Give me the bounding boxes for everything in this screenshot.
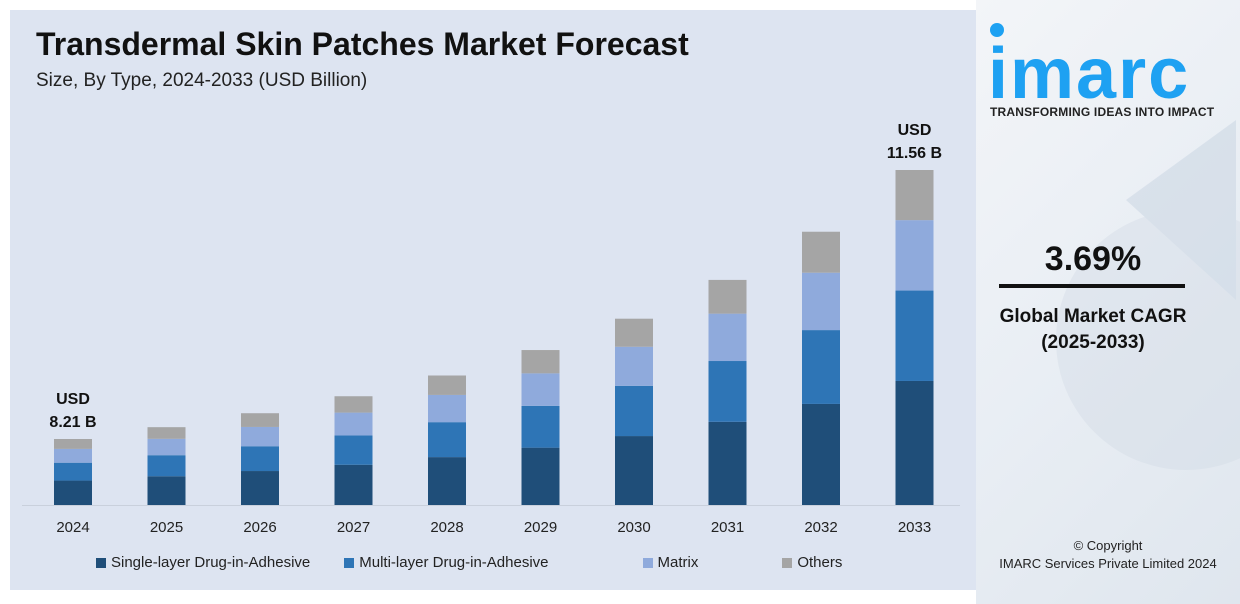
legend-swatch [782,557,793,568]
bar-segment-2029-1 [521,405,560,448]
bar-segment-2030-3 [615,318,653,347]
bar-segment-2027-2 [334,412,373,436]
sidebar [976,0,1240,604]
bar-segment-2028-2 [428,394,466,423]
x-tick-label: 2028 [430,519,463,536]
cagr-value: 3.69% [1044,240,1142,278]
legend-label: Single-layer Drug-in-Adhesive [111,554,311,571]
logo-text: imarc [988,34,1190,105]
bar-segment-2031-2 [708,313,747,362]
background-decoration [1056,120,1240,470]
bar-segment-2024-1 [54,462,92,481]
bar-segment-2031-1 [708,361,747,422]
bar-segment-2025-2 [147,438,186,456]
legend-swatch [642,557,653,568]
total-label-currency: USD [56,391,90,408]
bar-segment-2025-1 [147,455,186,477]
bar-segment-2028-0 [428,457,466,505]
x-tick-label: 2033 [898,519,931,536]
cagr-divider [999,284,1185,288]
bar-segment-2029-0 [521,447,560,505]
cagr-label-line1: Global Market CAGR [999,306,1187,327]
bar-segment-2032-1 [802,330,840,404]
legend-swatch [344,557,355,568]
bar-segment-2032-2 [802,272,840,331]
bar-segment-2026-1 [241,446,279,472]
stacked-bar-chart: 2024 2025 2026 2027 2028 2029 2030 2031 2032 2033… [22,122,960,536]
chart-title: Transdermal Skin Patches Market Forecast [36,26,689,62]
bar-segment-2033-1 [895,290,934,381]
total-label-value: 11.56 B [887,145,942,162]
legend-swatch [96,557,106,568]
tagline: TRANSFORMING IDEAS INTO IMPACT [990,105,1215,119]
legend-item: Single-layer Drug-in-Adhesive [96,554,310,571]
chart-subtitle: Size, By Type, 2024-2033 (USD Billion) [36,70,368,91]
bar-segment-2030-1 [615,385,653,437]
bar-segment-2033-0 [895,380,934,505]
bar-segment-2029-2 [521,373,560,406]
bar-segment-2031-0 [708,421,747,505]
cagr-label-line2: (2025-2033) [1041,332,1145,353]
x-tick-label: 2024 [56,519,89,536]
bar-segment-2024-3 [54,439,92,449]
bar-segment-2024-0 [54,480,92,505]
legend-item: Matrix [642,554,699,571]
bar-segment-2026-2 [241,426,279,447]
bar-segment-2025-0 [147,476,186,505]
bar-segment-2030-2 [615,346,653,386]
x-tick-label: 2027 [337,519,370,536]
x-tick-label: 2025 [150,519,183,536]
bar-segment-2024-2 [54,448,92,463]
bar-segment-2029-3 [521,350,560,374]
total-label-currency: USD [898,122,932,139]
bar-segment-2033-2 [895,220,934,291]
total-label-value: 8.21 B [49,414,96,431]
bar-segment-2027-1 [334,435,373,465]
bar-segment-2032-0 [802,403,840,505]
x-tick-label: 2029 [524,519,557,536]
bar-segment-2026-0 [241,471,279,505]
bar-segment-2025-3 [147,427,186,439]
bar-segment-2032-3 [802,231,840,273]
legend-label: Multi-layer Drug-in-Adhesive [359,554,549,571]
bar-segment-2026-3 [241,413,279,427]
copyright-line2: IMARC Services Private Limited 2024 [999,556,1217,571]
legend-label: Matrix [657,554,699,571]
x-tick-label: 2026 [243,519,276,536]
bar-segment-2028-3 [428,375,466,395]
x-tick-label: 2031 [711,519,744,536]
cagr-label: Global Market CAGR (2025-2033) [986,304,1200,356]
bar-segment-2031-3 [708,279,747,314]
bar-segment-2028-1 [428,422,466,458]
imarc-logo: imarc [988,23,1190,105]
legend-label: Others [797,554,843,571]
bar-segment-2030-0 [615,436,653,505]
x-tick-label: 2030 [617,519,650,536]
legend-item: Multi-layer Drug-in-Adhesive [344,554,549,571]
bar-segment-2027-0 [334,464,373,505]
bar-segment-2033-3 [895,170,934,221]
x-tick-label: 2032 [804,519,837,536]
copyright: © Copyright IMARC Services Private Limit… [976,537,1240,573]
legend-item: Others [782,554,842,571]
legend: Single-layer Drug-in-Adhesive Multi-layer… [96,554,876,571]
copyright-line1: © Copyright [1073,538,1143,553]
bar-segment-2027-3 [334,396,373,413]
